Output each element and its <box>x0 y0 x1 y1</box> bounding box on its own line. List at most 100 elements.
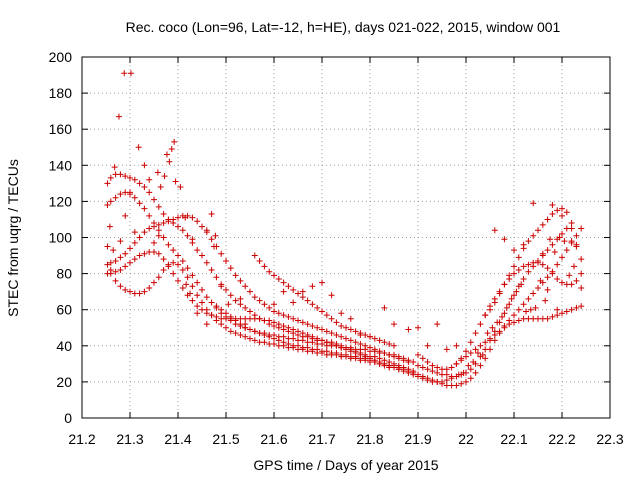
data-point-marker <box>491 299 498 306</box>
data-point-marker <box>328 315 335 322</box>
data-point-marker <box>362 355 369 362</box>
data-point-marker <box>141 205 148 212</box>
data-point-marker <box>477 342 484 349</box>
data-point-marker <box>347 326 354 333</box>
data-point-marker <box>410 371 417 378</box>
y-tick-label: 80 <box>56 266 72 282</box>
data-point-marker <box>299 330 306 337</box>
data-point-marker <box>309 339 316 346</box>
data-point-marker <box>573 232 580 239</box>
x-tick-label: 22 <box>458 431 474 447</box>
data-point-marker <box>323 339 330 346</box>
data-point-marker <box>117 254 124 261</box>
data-point-marker <box>518 281 525 288</box>
data-point-marker <box>554 312 561 319</box>
x-tick-label: 21.3 <box>116 431 143 447</box>
data-point-marker <box>352 328 359 335</box>
data-point-marker <box>280 339 287 346</box>
data-point-marker <box>371 359 378 366</box>
x-axis-title: GPS time / Days of year 2015 <box>253 457 438 473</box>
data-point-marker <box>544 265 551 272</box>
data-point-marker <box>415 324 421 331</box>
data-point-marker <box>275 337 282 344</box>
data-point-marker <box>554 261 561 268</box>
data-point-marker <box>285 313 292 320</box>
data-point-marker <box>501 310 508 317</box>
data-point-marker <box>227 292 234 299</box>
data-point-marker <box>232 330 239 337</box>
data-point-marker <box>189 297 196 304</box>
data-point-marker <box>458 357 465 364</box>
data-point-marker <box>554 306 561 313</box>
data-point-marker <box>151 279 157 286</box>
data-point-marker <box>338 333 345 340</box>
data-point-marker <box>237 331 244 338</box>
data-point-marker <box>146 176 153 183</box>
data-point-marker <box>117 283 124 290</box>
data-point-marker <box>515 254 522 261</box>
data-point-marker <box>290 326 297 333</box>
data-point-marker <box>506 301 513 308</box>
data-point-marker <box>251 328 258 335</box>
data-point-marker <box>251 252 258 259</box>
data-point-marker <box>568 220 575 227</box>
x-tick-label: 21.8 <box>356 431 383 447</box>
data-point-marker <box>347 337 354 344</box>
data-point-marker <box>415 351 421 358</box>
data-point-marker <box>304 321 311 328</box>
data-point-marker <box>131 176 138 183</box>
data-point-marker <box>242 283 249 290</box>
data-point-marker <box>141 162 148 169</box>
data-point-marker <box>223 310 229 317</box>
data-point-marker <box>232 317 239 324</box>
data-point-marker <box>151 239 157 246</box>
data-point-marker <box>227 313 234 320</box>
data-point-marker <box>319 308 325 315</box>
data-point-marker <box>508 295 515 302</box>
data-point-marker <box>520 263 527 270</box>
data-point-marker <box>155 232 162 239</box>
data-point-marker <box>136 290 143 297</box>
data-point-marker <box>122 286 129 293</box>
data-point-marker <box>530 232 537 239</box>
data-point-marker <box>463 353 469 360</box>
data-point-marker <box>487 306 493 313</box>
data-point-marker <box>203 259 210 266</box>
data-point-marker <box>309 322 316 329</box>
data-point-marker <box>280 312 287 319</box>
data-point-marker <box>499 313 505 320</box>
data-point-marker <box>256 315 263 322</box>
data-point-marker <box>352 353 359 360</box>
data-point-marker <box>160 256 167 263</box>
data-point-marker <box>544 247 551 254</box>
data-point-marker <box>563 209 570 216</box>
data-point-marker <box>530 290 537 297</box>
data-point-marker <box>367 333 373 340</box>
data-point-marker <box>127 259 133 266</box>
data-point-marker <box>520 241 527 248</box>
data-point-marker <box>175 261 181 268</box>
data-point-marker <box>290 286 297 293</box>
data-point-marker <box>256 297 263 304</box>
data-point-marker <box>314 324 321 331</box>
data-point-marker <box>280 333 287 340</box>
x-tick-label: 21.4 <box>164 431 191 447</box>
data-point-marker <box>549 270 556 277</box>
data-point-marker <box>271 319 277 326</box>
data-point-marker <box>299 294 306 301</box>
data-point-marker <box>271 335 277 342</box>
data-point-marker <box>208 236 215 243</box>
data-point-marker <box>578 256 585 263</box>
data-point-marker <box>467 375 474 382</box>
data-point-marker <box>271 340 277 347</box>
data-point-marker <box>127 174 133 181</box>
data-point-marker <box>146 212 153 219</box>
data-point-marker <box>160 211 167 218</box>
data-point-marker <box>146 189 153 196</box>
data-point-marker <box>251 337 258 344</box>
data-point-marker <box>460 369 467 376</box>
data-point-marker <box>352 339 359 346</box>
data-point-marker <box>146 285 153 292</box>
data-point-marker <box>410 359 417 366</box>
data-point-marker <box>400 368 407 375</box>
